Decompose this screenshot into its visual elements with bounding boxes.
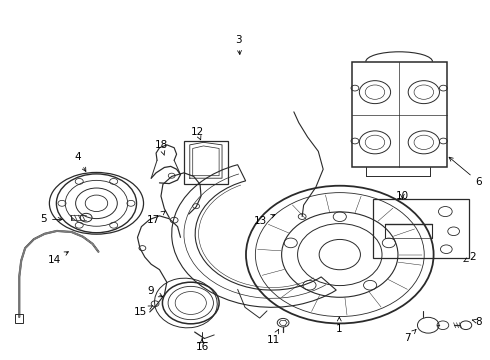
Text: 7: 7 <box>404 329 416 343</box>
Bar <box>15 315 23 323</box>
Text: 14: 14 <box>48 252 69 265</box>
Bar <box>184 140 228 184</box>
Text: 3: 3 <box>235 35 242 54</box>
Text: 15: 15 <box>134 306 153 317</box>
Text: 5: 5 <box>40 215 62 224</box>
Bar <box>373 199 469 258</box>
Text: 6: 6 <box>449 157 482 187</box>
Text: 4: 4 <box>74 152 86 171</box>
Text: 9: 9 <box>148 286 163 297</box>
Text: 10: 10 <box>396 191 409 201</box>
Text: 1: 1 <box>336 317 343 334</box>
Text: 12: 12 <box>191 127 204 140</box>
Text: 17: 17 <box>147 211 165 225</box>
Text: 8: 8 <box>472 317 482 327</box>
Bar <box>351 62 447 167</box>
Text: 18: 18 <box>154 140 168 155</box>
Text: 13: 13 <box>254 215 275 226</box>
Text: 16: 16 <box>196 339 209 352</box>
Text: 2: 2 <box>464 252 475 262</box>
Text: 11: 11 <box>267 329 280 345</box>
